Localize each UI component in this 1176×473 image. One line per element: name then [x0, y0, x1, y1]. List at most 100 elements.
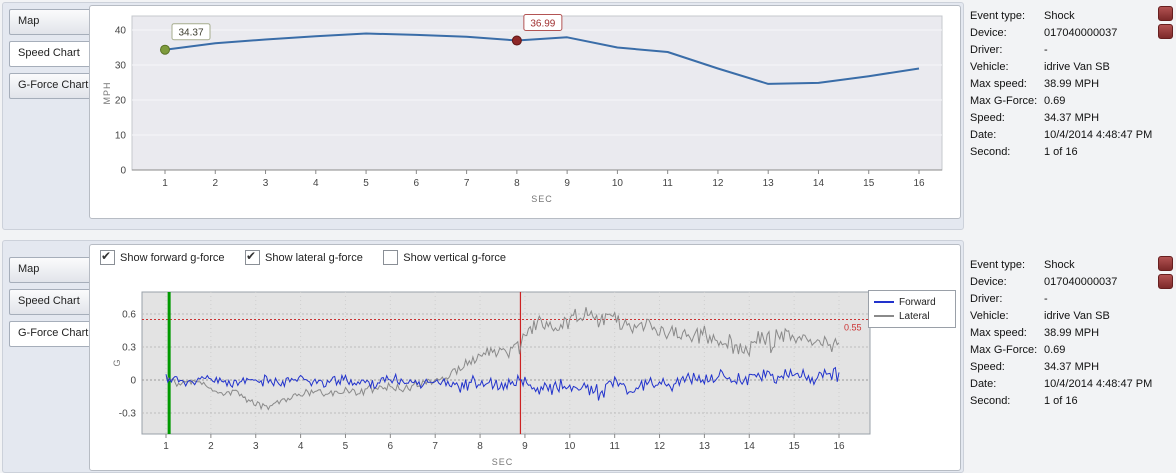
info-row: Second: 1 of 16: [970, 144, 1166, 161]
svg-text:4: 4: [313, 178, 319, 189]
lateral-line-icon: [874, 315, 894, 317]
info-label: Max speed:: [970, 327, 1027, 339]
info-value: -: [1044, 44, 1048, 56]
svg-text:16: 16: [833, 441, 845, 452]
svg-text:30: 30: [115, 61, 127, 72]
svg-text:0.6: 0.6: [122, 310, 136, 321]
tab-speed-chart[interactable]: Speed Chart: [9, 41, 97, 67]
info-label: Driver:: [970, 44, 1003, 56]
info-value: idrive Van SB: [1044, 61, 1110, 73]
info-value: idrive Van SB: [1044, 310, 1110, 322]
red-square-button-icon[interactable]: [1158, 6, 1173, 21]
svg-text:36.99: 36.99: [530, 19, 555, 30]
svg-text:4: 4: [298, 441, 304, 452]
checkbox-forward-gforce[interactable]: Show forward g-force: [100, 249, 225, 265]
info-row: Vehicle: idrive Van SB: [970, 308, 1166, 325]
info-value: 017040000037: [1044, 27, 1118, 39]
svg-text:0.3: 0.3: [122, 343, 136, 354]
speed-chart-panel: Map Speed Chart G-Force Chart 0 10 20 30 40 1…: [2, 2, 964, 230]
event-info-bottom: Event type: Shock Device: 017040000037 Dri…: [970, 257, 1166, 410]
info-value: 34.37 MPH: [1044, 361, 1100, 373]
svg-text:20: 20: [115, 96, 127, 107]
info-label: Date:: [970, 129, 997, 141]
info-value: 0.69: [1044, 95, 1066, 107]
red-square-button-icon[interactable]: [1158, 274, 1173, 289]
speed-chart-container: 0 10 20 30 40 1 2 3 4 5 6 7 8 9 10 11 12 13 14 15 16 SEC MPH 34…: [89, 5, 961, 219]
info-label: Device:: [970, 276, 1007, 288]
tab-strip-bottom: Map Speed Chart G-Force Chart: [9, 257, 97, 353]
info-label: Max speed:: [970, 78, 1027, 90]
chart-legend: Forward Lateral: [868, 290, 956, 328]
tab-gforce-chart[interactable]: G-Force Chart: [9, 73, 97, 99]
legend-label: Forward: [899, 296, 936, 308]
svg-text:10: 10: [564, 441, 576, 452]
info-value: 1 of 16: [1044, 146, 1078, 158]
info-label: Speed:: [970, 361, 1005, 373]
info-label: Device:: [970, 27, 1007, 39]
info-label: Event type:: [970, 10, 1026, 22]
legend-item-forward: Forward: [874, 295, 950, 309]
info-row: Event type: Shock: [970, 257, 1166, 274]
checkbox-label: Show lateral g-force: [265, 251, 363, 264]
info-label: Second:: [970, 395, 1011, 407]
svg-text:15: 15: [863, 178, 875, 189]
svg-text:14: 14: [744, 441, 756, 452]
svg-text:1: 1: [162, 178, 168, 189]
info-row: Event type: Shock: [970, 8, 1166, 25]
gforce-toggles: Show forward g-force Show lateral g-forc…: [90, 245, 960, 274]
svg-text:9: 9: [564, 178, 570, 189]
svg-text:8: 8: [477, 441, 483, 452]
info-value: 34.37 MPH: [1044, 112, 1100, 124]
info-label: Second:: [970, 146, 1011, 158]
svg-text:6: 6: [388, 441, 394, 452]
info-value: 38.99 MPH: [1044, 78, 1100, 90]
tab-strip-top: Map Speed Chart G-Force Chart: [9, 9, 97, 105]
svg-text:11: 11: [662, 178, 673, 189]
svg-text:34.37: 34.37: [178, 28, 203, 39]
tab-map[interactable]: Map: [9, 257, 97, 283]
svg-text:8: 8: [514, 178, 520, 189]
checkbox-label: Show forward g-force: [120, 251, 225, 264]
info-label: Driver:: [970, 293, 1003, 305]
info-value: 10/4/2014 4:48:47 PM: [1044, 129, 1153, 141]
svg-text:7: 7: [464, 178, 470, 189]
svg-text:5: 5: [343, 441, 349, 452]
svg-text:0.55: 0.55: [844, 323, 862, 333]
svg-text:16: 16: [913, 178, 925, 189]
svg-text:11: 11: [609, 441, 620, 452]
info-row: Driver: -: [970, 42, 1166, 59]
svg-text:MPH: MPH: [102, 82, 112, 105]
info-label: Speed:: [970, 112, 1005, 124]
red-square-button-icon[interactable]: [1158, 256, 1173, 271]
tab-gforce-chart[interactable]: G-Force Chart: [9, 321, 97, 347]
info-row: Date: 10/4/2014 4:48:47 PM: [970, 127, 1166, 144]
gforce-chart-panel: Map Speed Chart G-Force Chart Show forwa…: [2, 240, 964, 473]
info-row: Device: 017040000037: [970, 274, 1166, 291]
info-row: Speed: 34.37 MPH: [970, 359, 1166, 376]
svg-text:1: 1: [163, 441, 169, 452]
red-square-button-icon[interactable]: [1158, 24, 1173, 39]
svg-text:0: 0: [130, 376, 136, 387]
tab-speed-chart[interactable]: Speed Chart: [9, 289, 97, 315]
svg-text:2: 2: [208, 441, 214, 452]
svg-text:13: 13: [763, 178, 775, 189]
checkbox-vertical-gforce[interactable]: Show vertical g-force: [383, 250, 506, 265]
info-row: Date: 10/4/2014 4:48:47 PM: [970, 376, 1166, 393]
info-value: 0.69: [1044, 344, 1066, 356]
info-row: Speed: 34.37 MPH: [970, 110, 1166, 127]
svg-text:40: 40: [115, 26, 127, 37]
checkbox-icon: [245, 249, 260, 265]
svg-text:10: 10: [115, 131, 127, 142]
info-value: 1 of 16: [1044, 395, 1078, 407]
checkbox-lateral-gforce[interactable]: Show lateral g-force: [245, 249, 363, 265]
svg-text:14: 14: [813, 178, 825, 189]
gforce-chart[interactable]: 1 2 3 4 5 6 7 8 9 10 11 12 13 14 15 16-0.300.30.60.55SE…: [90, 274, 958, 473]
info-row: Max G-Force: 0.69: [970, 342, 1166, 359]
info-row: Max speed: 38.99 MPH: [970, 325, 1166, 342]
info-value: -: [1044, 293, 1048, 305]
svg-text:12: 12: [654, 441, 666, 452]
tab-map[interactable]: Map: [9, 9, 97, 35]
svg-text:13: 13: [699, 441, 711, 452]
svg-text:G: G: [112, 359, 122, 366]
